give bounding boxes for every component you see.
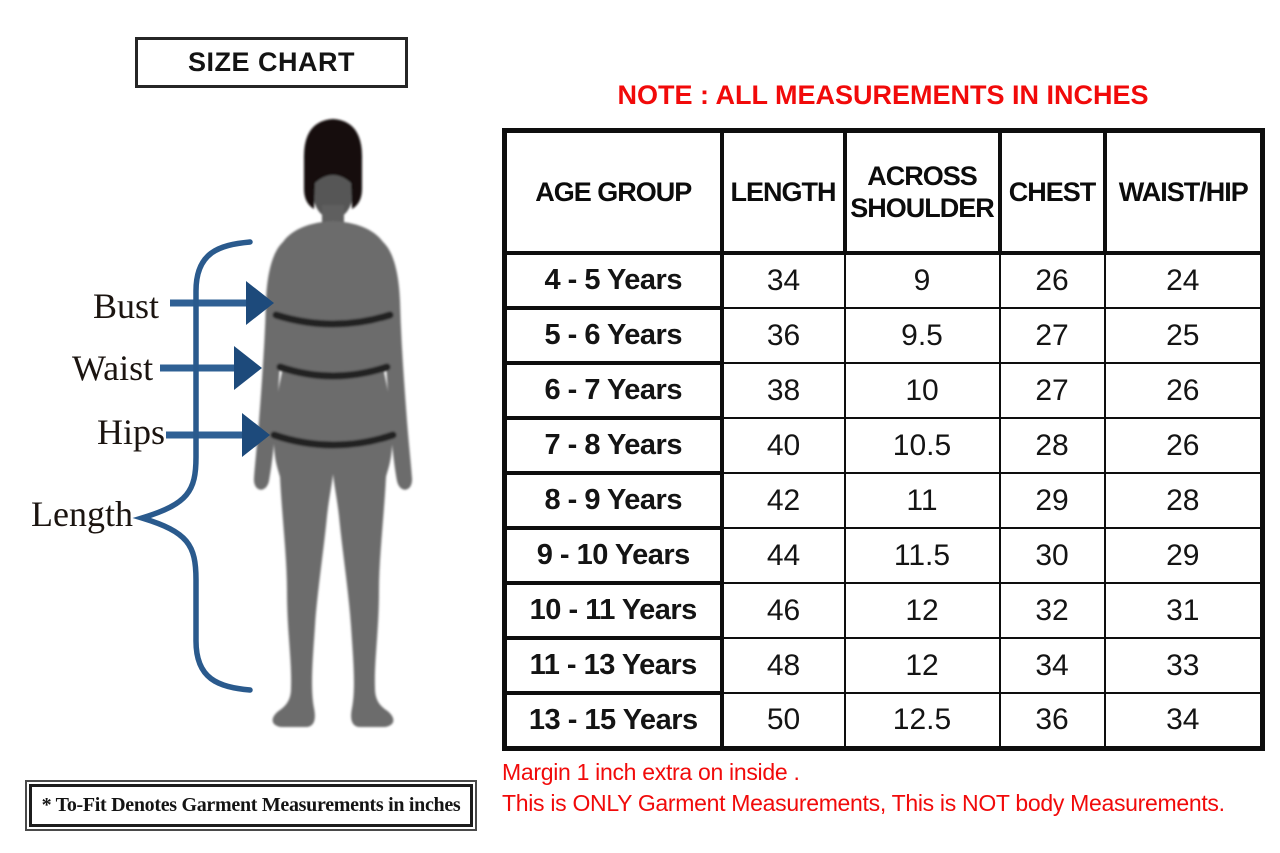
- shoulder-cell: 9.5: [843, 307, 1001, 364]
- waist-hip-cell: 34: [1103, 692, 1264, 750]
- header-age-group: AGE GROUP: [502, 128, 724, 255]
- age-cell: 10 - 11 Years: [502, 581, 724, 640]
- waist-arrow-head: [234, 346, 262, 390]
- length-cell: 38: [720, 362, 846, 419]
- body-measurement-note-line: This is ONLY Garment Measurements, This …: [502, 790, 1225, 816]
- waist-hip-cell: 26: [1103, 417, 1264, 474]
- shoulder-cell: 11.5: [843, 527, 1001, 584]
- length-cell: 42: [720, 472, 846, 529]
- waist-hip-cell: 26: [1103, 362, 1264, 419]
- hair: [303, 119, 363, 209]
- table-row: 5 - 6 Years 36 9.5 27 25: [502, 306, 1264, 365]
- size-chart-title-box: SIZE CHART: [135, 37, 408, 88]
- hips-arrow-head: [242, 413, 270, 457]
- bust-arrow-head: [246, 281, 274, 325]
- length-cell: 50: [720, 692, 846, 750]
- table-row: 9 - 10 Years 44 11.5 30 29: [502, 526, 1264, 585]
- waist-band: [276, 363, 391, 380]
- table-row: 6 - 7 Years 38 10 27 26: [502, 361, 1264, 420]
- torso-and-legs: [269, 221, 397, 727]
- length-cell: 48: [720, 637, 846, 694]
- footnote-text: * To-Fit Denotes Garment Measurements in…: [29, 784, 473, 827]
- body-measurement-diagram: [132, 119, 413, 727]
- size-chart-title: SIZE CHART: [188, 47, 355, 77]
- shoulder-cell: 12: [843, 637, 1001, 694]
- shoulder-cell: 12: [843, 582, 1001, 639]
- shoulder-cell: 12.5: [843, 692, 1001, 750]
- measurements-note: NOTE : ALL MEASUREMENTS IN INCHES: [617, 80, 1149, 110]
- header-across-shoulder: ACROSS SHOULDER: [842, 128, 1002, 255]
- age-cell: 13 - 15 Years: [502, 691, 724, 751]
- table-header-row: AGE GROUP LENGTH ACROSS SHOULDER CHEST W…: [502, 128, 1265, 255]
- length-cell: 44: [720, 527, 846, 584]
- length-cell: 40: [720, 417, 846, 474]
- age-cell: 6 - 7 Years: [502, 361, 724, 420]
- header-waist-hip: WAIST/HIP: [1102, 128, 1265, 255]
- waist-hip-cell: 31: [1103, 582, 1264, 639]
- shoulder-cell: 11: [843, 472, 1001, 529]
- age-cell: 11 - 13 Years: [502, 636, 724, 695]
- shoulder-cell: 10.5: [843, 417, 1001, 474]
- chest-cell: 34: [998, 637, 1106, 694]
- age-cell: 8 - 9 Years: [502, 471, 724, 530]
- shoulder-cell: 10: [843, 362, 1001, 419]
- age-cell: 4 - 5 Years: [502, 251, 724, 310]
- length-brace: [132, 239, 253, 693]
- waist-hip-cell: 24: [1103, 252, 1264, 309]
- header-length: LENGTH: [719, 128, 847, 255]
- garment-note: Margin 1 inch extra on inside . This is …: [502, 757, 1225, 819]
- waist-hip-cell: 33: [1103, 637, 1264, 694]
- chest-cell: 30: [998, 527, 1106, 584]
- chest-cell: 27: [998, 362, 1106, 419]
- age-cell: 9 - 10 Years: [502, 526, 724, 585]
- chest-cell: 26: [998, 252, 1106, 309]
- margin-note-line: Margin 1 inch extra on inside .: [502, 759, 800, 785]
- chest-cell: 36: [998, 692, 1106, 750]
- table-row: 11 - 13 Years 48 12 34 33: [502, 636, 1264, 695]
- table-row: 8 - 9 Years 42 11 29 28: [502, 471, 1264, 530]
- hips-band: [270, 431, 397, 449]
- length-label: Length: [31, 494, 133, 534]
- bust-label: Bust: [93, 286, 160, 326]
- chest-cell: 32: [998, 582, 1106, 639]
- waist-label: Waist: [72, 348, 154, 388]
- footnote-box: * To-Fit Denotes Garment Measurements in…: [25, 780, 477, 831]
- waist-hip-cell: 25: [1103, 307, 1264, 364]
- bust-band: [272, 311, 394, 328]
- child-silhouette: [253, 119, 413, 727]
- size-table: AGE GROUP LENGTH ACROSS SHOULDER CHEST W…: [502, 128, 1265, 751]
- chest-cell: 27: [998, 307, 1106, 364]
- chest-cell: 29: [998, 472, 1106, 529]
- table-row: 10 - 11 Years 46 12 32 31: [502, 581, 1264, 640]
- waist-hip-cell: 28: [1103, 472, 1264, 529]
- table-row: 13 - 15 Years 50 12.5 36 34: [502, 691, 1264, 751]
- length-cell: 34: [720, 252, 846, 309]
- waist-hip-cell: 29: [1103, 527, 1264, 584]
- measurement-pointers: [132, 239, 274, 693]
- chest-cell: 28: [998, 417, 1106, 474]
- shoulder-cell: 9: [843, 252, 1001, 309]
- age-cell: 7 - 8 Years: [502, 416, 724, 475]
- header-chest: CHEST: [997, 128, 1107, 255]
- right-arm: [383, 242, 413, 490]
- table-row: 7 - 8 Years 40 10.5 28 26: [502, 416, 1264, 475]
- length-cell: 36: [720, 307, 846, 364]
- table-row: 4 - 5 Years 34 9 26 24: [502, 251, 1264, 310]
- hips-label: Hips: [97, 412, 166, 452]
- age-cell: 5 - 6 Years: [502, 306, 724, 365]
- left-arm: [253, 242, 283, 490]
- length-cell: 46: [720, 582, 846, 639]
